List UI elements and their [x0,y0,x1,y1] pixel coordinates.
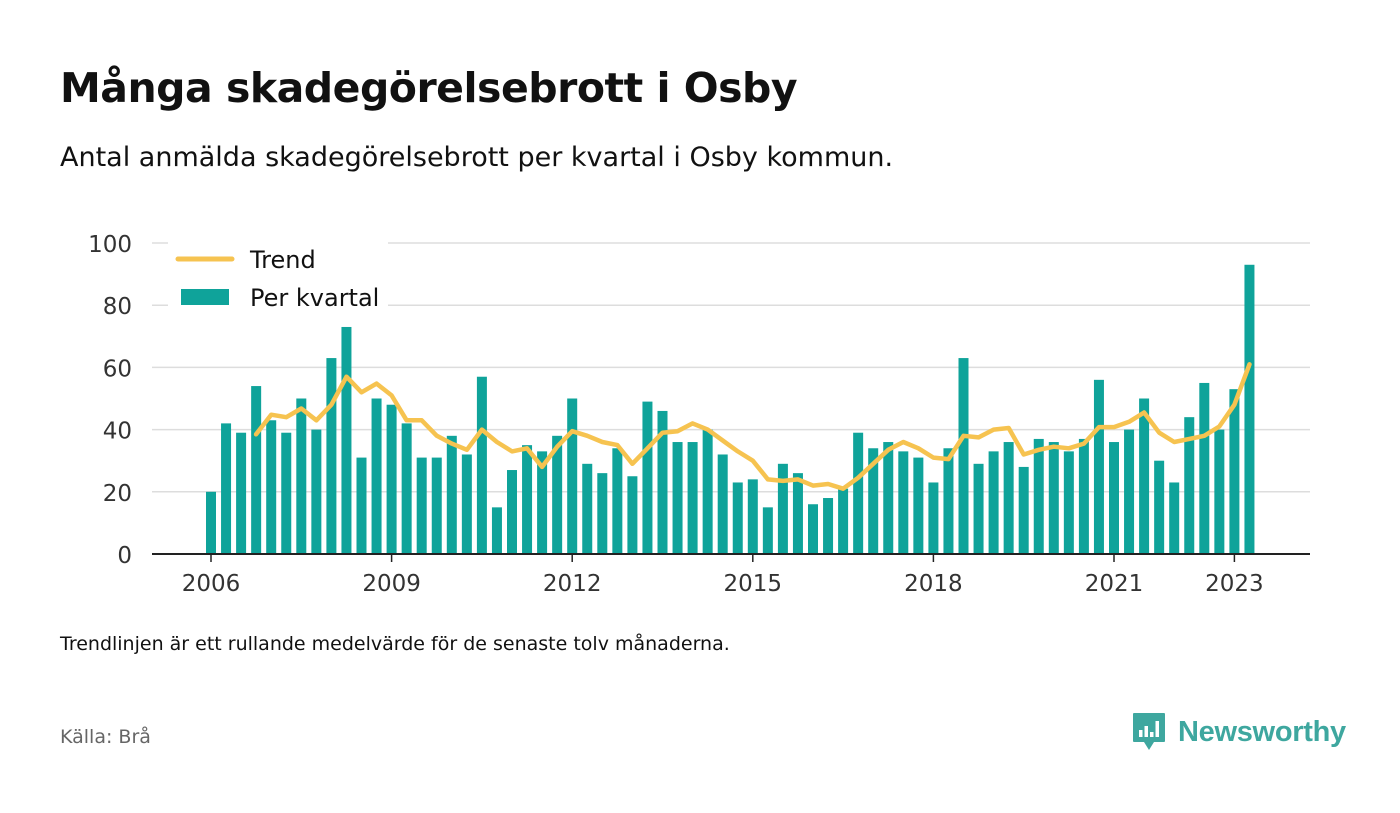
bar [1093,379,1104,554]
bar [326,358,337,554]
bar [491,507,502,554]
bars-per-kvartal [206,264,1255,554]
x-tick-label: 2023 [1205,571,1264,597]
legend-bar-swatch [181,289,229,305]
bar [266,420,277,554]
x-axis-labels: 2006 2009 2012 2015 2018 2021 2023 [182,554,1264,597]
bar [702,429,713,554]
bar [958,358,969,554]
bar [1169,482,1180,554]
legend-bar-label: Per kvartal [250,284,379,312]
bar [1244,264,1255,554]
bar [416,457,427,554]
bar [687,442,698,554]
bar [868,448,879,554]
legend: Trend Per kvartal [168,240,388,318]
newsworthy-logo[interactable]: Newsworthy [1132,712,1346,752]
bar [371,398,382,554]
bar [461,454,472,554]
chart-subtitle: Antal anmälda skadegörelsebrott per kvar… [60,142,894,173]
bar [642,401,653,554]
bar [1199,382,1210,554]
bar [762,507,773,554]
bar [356,457,367,554]
bar-chart-speech-bubble-icon [1133,713,1165,750]
y-tick-label: 20 [103,481,132,507]
source-credit: Källa: Brå [60,726,151,748]
bar [386,404,397,554]
bar [1018,466,1029,554]
x-tick-label: 2018 [904,571,963,597]
bar [823,498,834,554]
bar [1229,389,1240,554]
x-tick-label: 2021 [1085,571,1144,597]
legend-trend-label: Trend [249,246,316,274]
bar [1184,417,1195,554]
bar [582,463,593,554]
bar [1048,442,1059,554]
bar [446,435,457,554]
bar [1078,438,1089,554]
bar [1063,451,1074,554]
bar [1139,398,1150,554]
trend-line [253,362,1252,491]
bar [853,432,864,554]
y-tick-label: 100 [88,232,132,258]
brand-name: Newsworthy [1178,715,1346,748]
bar [341,326,352,554]
bar [476,376,487,554]
bar [627,476,638,554]
bar [928,482,939,554]
bar [1033,438,1044,554]
bar [221,423,232,554]
bar [537,451,548,554]
bar [1124,429,1135,554]
bar [281,432,292,554]
bar [672,442,683,554]
y-tick-label: 80 [103,294,132,320]
bar [1154,460,1165,554]
y-tick-label: 60 [103,356,132,382]
y-axis-labels: 0 20 40 60 80 100 [88,232,132,569]
bar [431,457,442,554]
bar [777,463,788,554]
bar [1214,429,1225,554]
bar [913,457,924,554]
bar [792,473,803,554]
y-tick-label: 40 [103,419,132,445]
bar [657,410,668,554]
trend-note: Trendlinjen är ett rullande medelvärde f… [60,633,730,655]
bar [236,432,247,554]
bar [1109,442,1119,554]
x-tick-label: 2009 [362,571,421,597]
bar [296,398,307,554]
bar [943,448,954,554]
bar [522,445,533,554]
bar [732,482,743,554]
bar [597,473,608,554]
x-tick-label: 2006 [182,571,241,597]
bar [973,463,984,554]
bar [612,448,623,554]
bar [883,442,894,554]
bar [808,504,818,554]
chart-title: Många skadegörelsebrott i Osby [60,64,798,112]
bar [567,398,578,554]
y-tick-label: 0 [117,543,132,569]
bar [552,435,563,554]
bar [898,451,909,554]
bar [311,429,322,554]
bar [507,470,517,554]
x-tick-label: 2015 [724,571,783,597]
bar [747,479,758,554]
x-tick-label: 2012 [543,571,602,597]
bar [1003,442,1014,554]
bar [838,488,849,554]
bar [206,491,216,554]
bar [717,454,728,554]
bar [251,386,262,554]
bar [988,451,999,554]
bar [401,423,412,554]
